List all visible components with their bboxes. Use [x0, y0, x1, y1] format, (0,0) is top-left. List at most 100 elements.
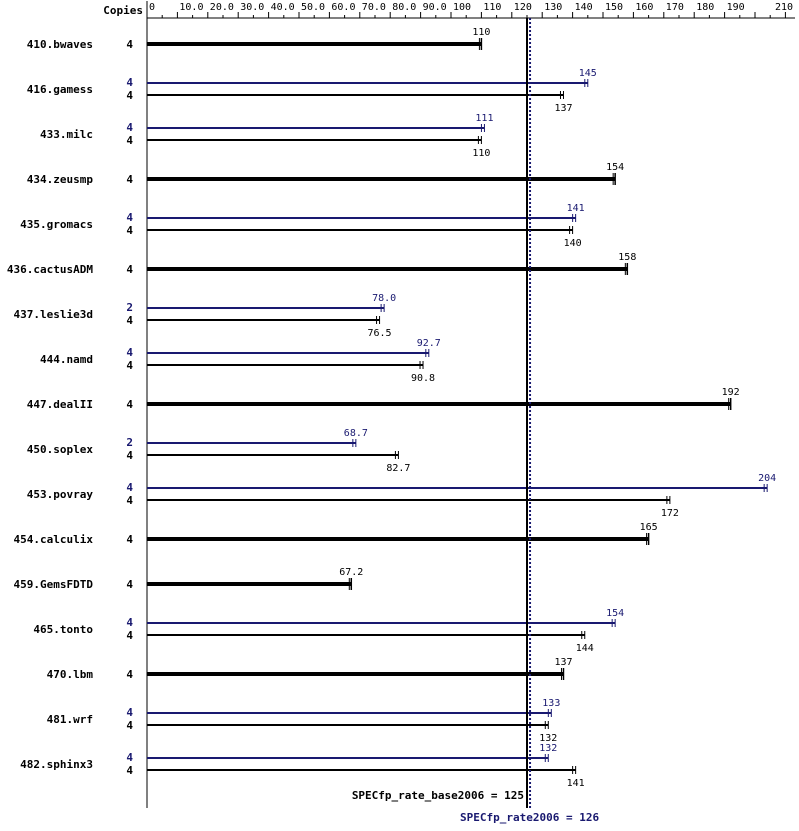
- peak-value-label: 145: [579, 68, 597, 79]
- peak-copies: 4: [126, 121, 133, 134]
- base-copies: 4: [126, 533, 133, 546]
- reference-lines: SPECfp_rate_base2006 = 125 SPECfp_rate200…: [352, 18, 599, 824]
- benchmark-name: 444.namd: [40, 353, 93, 366]
- benchmark-name: 436.cactusADM: [7, 263, 93, 276]
- base-value-label: 154: [606, 162, 624, 173]
- base-value-label: 144: [576, 643, 594, 654]
- benchmark-row: 433.milc 4 111 4 110: [40, 113, 493, 159]
- benchmark-row: 410.bwaves 4 110: [27, 27, 491, 51]
- x-tick-label: 110: [483, 2, 501, 13]
- peak-copies: 2: [126, 436, 133, 449]
- base-reference-label: SPECfp_rate_base2006 = 125: [352, 789, 524, 802]
- peak-copies: 4: [126, 706, 133, 719]
- peak-copies: 4: [126, 616, 133, 629]
- base-copies: 4: [126, 173, 133, 186]
- copies-header: Copies: [103, 4, 143, 17]
- base-value-label: 76.5: [368, 328, 392, 339]
- x-tick-label: 30.0: [240, 2, 264, 13]
- benchmark-row: 416.gamess 4 145 4 137: [27, 68, 597, 114]
- benchmark-row: 465.tonto 4 154 4 144: [33, 608, 624, 654]
- x-tick-label: 100: [453, 2, 471, 13]
- x-tick-label: 140: [575, 2, 593, 13]
- benchmark-row: 436.cactusADM 4 158: [7, 252, 636, 276]
- peak-copies: 4: [126, 481, 133, 494]
- peak-value-label: 204: [758, 473, 776, 484]
- benchmark-name: 433.milc: [40, 128, 93, 141]
- base-value-label: 67.2: [339, 567, 363, 578]
- x-tick-label: 150: [605, 2, 623, 13]
- benchmark-name: 459.GemsFDTD: [14, 578, 94, 591]
- benchmark-row: 459.GemsFDTD 4 67.2: [14, 567, 364, 591]
- base-copies: 4: [126, 134, 133, 147]
- benchmark-name: 453.povray: [27, 488, 94, 501]
- x-tick-label: 80.0: [392, 2, 416, 13]
- x-tick-label: 120: [514, 2, 532, 13]
- base-value-label: 132: [539, 733, 557, 744]
- benchmark-name: 481.wrf: [47, 713, 93, 726]
- peak-copies: 4: [126, 346, 133, 359]
- benchmark-row: 437.leslie3d 2 78.0 4 76.5: [14, 293, 397, 339]
- peak-reference-label: SPECfp_rate2006 = 126: [460, 811, 599, 824]
- benchmark-name: 482.sphinx3: [20, 758, 93, 771]
- base-value-label: 82.7: [386, 463, 410, 474]
- benchmark-rows: 410.bwaves 4 110 416.gamess 4 145 4 137 433.milc…: [7, 27, 776, 789]
- base-value-label: 110: [472, 27, 490, 38]
- x-tick-label: 20.0: [210, 2, 234, 13]
- peak-value-label: 111: [475, 113, 493, 124]
- peak-copies: 4: [126, 76, 133, 89]
- base-copies: 4: [126, 494, 133, 507]
- benchmark-row: 434.zeusmp 4 154: [27, 162, 624, 186]
- base-value-label: 165: [640, 522, 658, 533]
- benchmark-name: 416.gamess: [27, 83, 93, 96]
- benchmark-name: 434.zeusmp: [27, 173, 94, 186]
- x-tick-label: 130: [544, 2, 562, 13]
- benchmark-name: 450.soplex: [27, 443, 94, 456]
- benchmark-row: 470.lbm 4 137: [47, 657, 573, 681]
- x-tick-label: 180: [696, 2, 714, 13]
- benchmark-name: 437.leslie3d: [14, 308, 93, 321]
- peak-copies: 4: [126, 211, 133, 224]
- x-tick-label: 160: [635, 2, 653, 13]
- base-value-label: 137: [554, 103, 572, 114]
- x-tick-label: 40.0: [271, 2, 295, 13]
- benchmark-name: 447.dealII: [27, 398, 93, 411]
- benchmark-row: 447.dealII 4 192: [27, 387, 740, 411]
- benchmark-name: 435.gromacs: [20, 218, 93, 231]
- x-tick-label: 10.0: [179, 2, 203, 13]
- base-copies: 4: [126, 719, 133, 732]
- benchmark-row: 435.gromacs 4 141 4 140: [20, 203, 585, 249]
- base-copies: 4: [126, 764, 133, 777]
- x-tick-label: 170: [666, 2, 684, 13]
- peak-value-label: 92.7: [417, 338, 441, 349]
- benchmark-row: 482.sphinx3 4 132 4 141: [20, 743, 585, 789]
- x-tick-label: 60.0: [331, 2, 355, 13]
- base-copies: 4: [126, 629, 133, 642]
- benchmark-name: 465.tonto: [33, 623, 93, 636]
- peak-value-label: 154: [606, 608, 624, 619]
- x-tick-label: 0: [149, 2, 155, 13]
- base-copies: 4: [126, 224, 133, 237]
- base-value-label: 172: [661, 508, 679, 519]
- base-copies: 4: [126, 668, 133, 681]
- benchmark-row: 444.namd 4 92.7 4 90.8: [40, 338, 441, 384]
- base-copies: 4: [126, 38, 133, 51]
- benchmark-name: 470.lbm: [47, 668, 94, 681]
- peak-value-label: 133: [542, 698, 560, 709]
- benchmark-name: 454.calculix: [14, 533, 94, 546]
- peak-value-label: 141: [567, 203, 585, 214]
- base-copies: 4: [126, 359, 133, 372]
- base-value-label: 140: [564, 238, 582, 249]
- x-tick-label: 50.0: [301, 2, 325, 13]
- base-value-label: 141: [567, 778, 585, 789]
- base-copies: 4: [126, 449, 133, 462]
- base-copies: 4: [126, 263, 133, 276]
- base-copies: 4: [126, 314, 133, 327]
- peak-value-label: 78.0: [372, 293, 396, 304]
- base-value-label: 137: [554, 657, 572, 668]
- peak-value-label: 68.7: [344, 428, 368, 439]
- x-tick-label: 190: [727, 2, 745, 13]
- benchmark-name: 410.bwaves: [27, 38, 93, 51]
- x-tick-label: 90.0: [423, 2, 447, 13]
- base-copies: 4: [126, 398, 133, 411]
